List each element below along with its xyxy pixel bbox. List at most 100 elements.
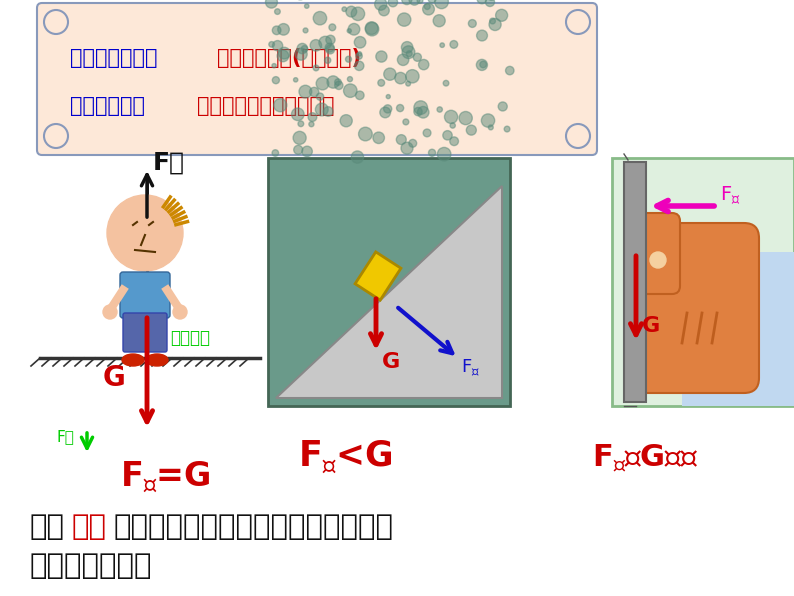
Circle shape <box>395 72 407 84</box>
Polygon shape <box>355 252 401 300</box>
Circle shape <box>365 23 379 36</box>
Circle shape <box>345 56 352 62</box>
Circle shape <box>316 93 324 100</box>
FancyBboxPatch shape <box>636 213 680 294</box>
Circle shape <box>342 7 347 11</box>
Circle shape <box>504 126 510 132</box>
Text: 压力的作用点：: 压力的作用点： <box>70 48 157 68</box>
Text: F$_{压}$<G: F$_{压}$<G <box>298 439 392 477</box>
Circle shape <box>386 95 391 99</box>
Circle shape <box>334 81 343 89</box>
Circle shape <box>495 10 507 21</box>
Circle shape <box>308 113 317 122</box>
Circle shape <box>272 150 279 156</box>
Ellipse shape <box>122 354 144 366</box>
Circle shape <box>354 36 366 48</box>
Circle shape <box>295 48 307 60</box>
Circle shape <box>402 46 415 58</box>
Circle shape <box>329 24 336 31</box>
FancyBboxPatch shape <box>682 252 794 406</box>
Circle shape <box>434 15 445 27</box>
Circle shape <box>291 108 304 120</box>
Circle shape <box>418 107 429 118</box>
Circle shape <box>319 36 332 49</box>
Circle shape <box>274 98 287 112</box>
Circle shape <box>480 61 487 68</box>
Circle shape <box>488 125 493 130</box>
Circle shape <box>423 129 431 137</box>
Circle shape <box>299 85 312 98</box>
Circle shape <box>294 77 298 82</box>
Circle shape <box>413 53 422 61</box>
Circle shape <box>269 42 275 47</box>
Circle shape <box>335 79 341 85</box>
Circle shape <box>359 127 372 141</box>
Text: 在受压物体上(受压面上): 在受压物体上(受压面上) <box>217 48 361 68</box>
Circle shape <box>305 4 309 8</box>
Text: 垂直受压面并指向受压物: 垂直受压面并指向受压物 <box>197 96 334 116</box>
FancyBboxPatch shape <box>624 162 646 402</box>
Circle shape <box>450 123 455 128</box>
Circle shape <box>449 137 458 145</box>
Circle shape <box>466 125 476 135</box>
Circle shape <box>437 107 442 112</box>
Circle shape <box>344 84 357 97</box>
Circle shape <box>414 101 427 114</box>
Circle shape <box>365 21 378 35</box>
Text: F$_{压}$: F$_{压}$ <box>720 185 741 207</box>
Circle shape <box>424 4 430 10</box>
FancyBboxPatch shape <box>612 158 794 406</box>
Text: 所受重力的大小: 所受重力的大小 <box>30 552 152 580</box>
Text: F压: F压 <box>57 430 75 445</box>
Circle shape <box>376 51 387 62</box>
Circle shape <box>303 28 308 33</box>
Circle shape <box>357 52 362 56</box>
Circle shape <box>401 142 413 154</box>
Text: 只有: 只有 <box>30 513 65 541</box>
Circle shape <box>279 47 290 59</box>
Circle shape <box>485 0 495 7</box>
Circle shape <box>375 0 387 10</box>
Circle shape <box>293 131 306 144</box>
Circle shape <box>476 30 488 41</box>
Circle shape <box>443 80 449 86</box>
Circle shape <box>388 0 398 7</box>
Circle shape <box>346 6 357 17</box>
Circle shape <box>278 24 289 35</box>
Circle shape <box>384 105 391 113</box>
Text: G: G <box>642 316 661 336</box>
Circle shape <box>459 111 472 125</box>
Circle shape <box>650 252 666 268</box>
Circle shape <box>316 77 329 90</box>
Circle shape <box>397 54 409 66</box>
Circle shape <box>349 23 360 35</box>
Circle shape <box>490 18 495 24</box>
Text: G: G <box>382 352 400 372</box>
Ellipse shape <box>146 354 168 366</box>
Circle shape <box>272 26 281 35</box>
Circle shape <box>351 7 364 20</box>
Circle shape <box>406 70 419 83</box>
Circle shape <box>272 41 283 51</box>
Circle shape <box>327 76 339 88</box>
Circle shape <box>414 107 422 116</box>
Circle shape <box>402 0 412 5</box>
Circle shape <box>313 65 319 71</box>
FancyBboxPatch shape <box>123 313 167 352</box>
Circle shape <box>437 147 451 161</box>
Circle shape <box>107 195 183 271</box>
Circle shape <box>272 64 276 68</box>
Circle shape <box>326 35 335 45</box>
Circle shape <box>476 60 488 70</box>
Circle shape <box>275 9 280 14</box>
Circle shape <box>297 44 307 54</box>
Circle shape <box>428 0 436 3</box>
Circle shape <box>348 76 353 82</box>
Circle shape <box>302 146 312 157</box>
Circle shape <box>265 0 277 8</box>
Circle shape <box>356 91 364 100</box>
Circle shape <box>434 0 449 9</box>
FancyBboxPatch shape <box>268 158 510 406</box>
Circle shape <box>379 5 389 16</box>
Text: F支: F支 <box>153 151 185 175</box>
